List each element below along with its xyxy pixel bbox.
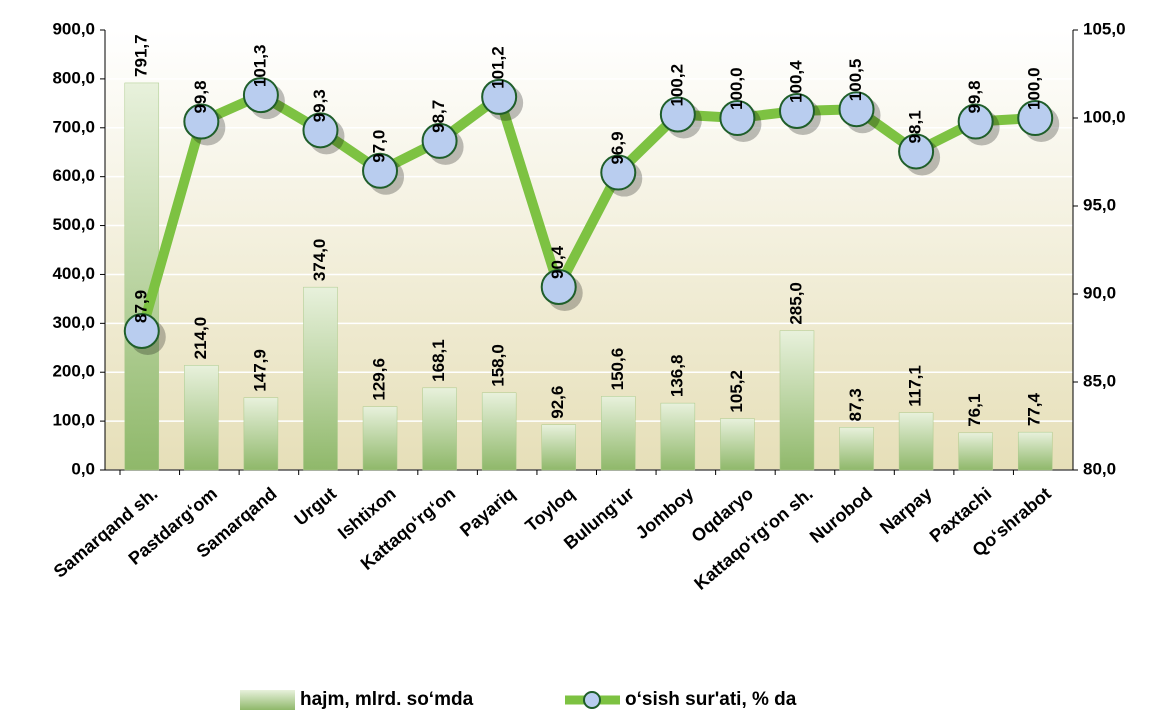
bar-value-label: 147,9 xyxy=(250,349,269,392)
bar-value-label: 158,0 xyxy=(489,344,508,387)
line-value-label: 100,4 xyxy=(786,60,805,103)
bar xyxy=(422,387,457,471)
marker xyxy=(421,122,458,159)
marker xyxy=(123,312,160,349)
bar-value-label: 87,3 xyxy=(846,388,865,421)
marker xyxy=(481,78,518,115)
y2-tick-label: 85,0 xyxy=(1083,371,1116,390)
marker xyxy=(957,103,994,140)
y2-tick-label: 90,0 xyxy=(1083,283,1116,302)
y-tick-label: 300,0 xyxy=(52,313,95,332)
line-value-label: 100,2 xyxy=(667,64,686,107)
line-value-label: 98,7 xyxy=(429,100,448,133)
x-tick-label: Jomboy xyxy=(632,483,698,543)
bar xyxy=(481,392,517,471)
line-value-label: 90,4 xyxy=(548,245,567,279)
marker xyxy=(719,100,756,136)
line-value-label: 101,3 xyxy=(250,45,269,88)
legend-marker xyxy=(583,691,601,709)
bar-value-label: 92,6 xyxy=(548,386,567,419)
bar xyxy=(362,406,398,471)
bar xyxy=(958,432,993,471)
legend-swatch xyxy=(240,690,295,710)
bar-value-label: 129,6 xyxy=(370,358,389,401)
bar-value-label: 285,0 xyxy=(786,282,805,325)
y2-tick-label: 80,0 xyxy=(1083,459,1116,478)
marker xyxy=(1017,100,1054,136)
line-value-label: 97,0 xyxy=(370,130,389,163)
line-value-label: 99,3 xyxy=(310,89,329,122)
bar xyxy=(184,365,219,471)
y2-tick-label: 95,0 xyxy=(1083,195,1116,214)
marker xyxy=(838,91,875,128)
bar-value-label: 117,1 xyxy=(906,365,925,407)
x-tick-label: Samarqand sh. xyxy=(50,483,162,581)
legend-label: hajm, mlrd. so‘mda xyxy=(300,689,474,710)
y-tick-label: 200,0 xyxy=(52,362,95,381)
x-tick-label: Toyloq xyxy=(521,483,578,535)
bar-value-label: 791,7 xyxy=(131,34,150,77)
bar xyxy=(898,412,934,471)
bar-value-label: 77,4 xyxy=(1025,393,1044,427)
y-tick-label: 400,0 xyxy=(52,264,95,283)
bar xyxy=(779,330,815,471)
marker xyxy=(242,77,279,114)
bar-value-label: 105,2 xyxy=(727,370,746,413)
line-value-label: 98,1 xyxy=(906,110,925,143)
bar-value-label: 374,0 xyxy=(310,239,329,282)
bar xyxy=(601,396,636,471)
line-value-label: 99,8 xyxy=(191,80,210,113)
bar xyxy=(1017,431,1053,471)
line-value-label: 87,9 xyxy=(131,290,150,323)
bar xyxy=(243,397,279,471)
marker xyxy=(898,133,935,170)
x-tick-label: Urgut xyxy=(290,483,340,529)
marker xyxy=(600,154,637,191)
bar xyxy=(720,418,755,471)
line-value-label: 101,2 xyxy=(489,46,508,89)
marker xyxy=(183,103,220,140)
marker xyxy=(659,96,696,133)
line-value-label: 100,5 xyxy=(846,59,865,102)
y2-tick-label: 105,0 xyxy=(1083,19,1126,38)
line-value-label: 100,0 xyxy=(727,67,746,110)
x-tick-label: Nurobod xyxy=(806,483,876,547)
y-tick-label: 800,0 xyxy=(52,68,95,87)
bar-value-label: 168,1 xyxy=(429,339,448,382)
bar-value-label: 136,8 xyxy=(667,355,686,398)
bar xyxy=(839,427,874,471)
bar xyxy=(660,402,696,471)
marker xyxy=(302,112,339,149)
bar xyxy=(541,424,576,471)
line-value-label: 100,0 xyxy=(1025,67,1044,110)
y-tick-label: 100,0 xyxy=(52,411,95,430)
y-tick-label: 900,0 xyxy=(52,19,95,38)
line-value-label: 96,9 xyxy=(608,131,627,164)
line xyxy=(136,90,1036,333)
bar xyxy=(303,286,338,471)
x-tick-label: Payariq xyxy=(456,483,519,540)
y-tick-label: 0,0 xyxy=(71,459,95,478)
y-tick-label: 600,0 xyxy=(52,166,95,185)
marker xyxy=(778,92,815,129)
y2-tick-label: 100,0 xyxy=(1083,107,1126,126)
bar-value-label: 76,1 xyxy=(965,394,984,427)
y-tick-label: 700,0 xyxy=(52,117,95,136)
bar-value-label: 214,0 xyxy=(191,317,210,360)
bar-value-label: 150,6 xyxy=(608,348,627,391)
y-tick-label: 500,0 xyxy=(52,215,95,234)
legend-label: o‘sish sur'ati, % da xyxy=(625,689,797,710)
line-value-label: 99,8 xyxy=(965,80,984,113)
marker xyxy=(362,152,399,189)
marker xyxy=(540,268,577,305)
